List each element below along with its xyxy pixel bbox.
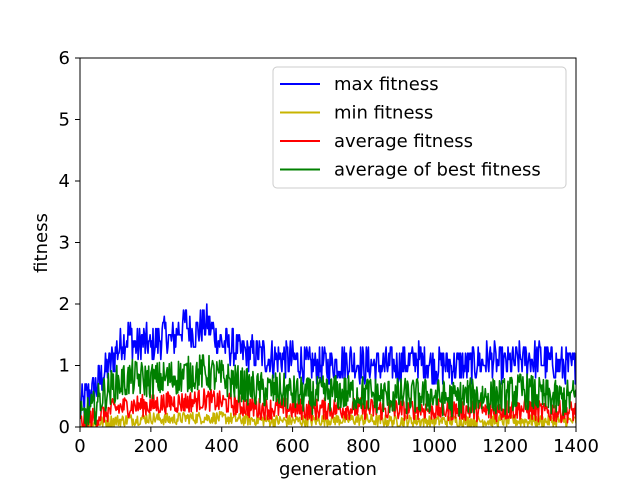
x-tick-label: 1000 bbox=[411, 436, 457, 457]
y-tick-label: 0 bbox=[59, 417, 70, 438]
legend-entry-label: average of best fitness bbox=[334, 160, 541, 181]
x-axis: 0 200 400 600 800 1000 1200 1400 bbox=[74, 427, 599, 457]
y-axis-label: fitness bbox=[31, 213, 52, 273]
y-tick-label: 5 bbox=[59, 110, 70, 131]
series-layer bbox=[80, 303, 576, 427]
legend-frame bbox=[272, 66, 567, 189]
x-tick-label: 200 bbox=[134, 436, 168, 457]
series-line-min-fitness bbox=[80, 410, 576, 427]
y-tick-label: 6 bbox=[59, 48, 70, 69]
y-tick-label: 2 bbox=[59, 294, 70, 315]
y-tick-label: 3 bbox=[59, 233, 70, 254]
series-line-max-fitness bbox=[80, 303, 576, 416]
legend-entry-label: min fitness bbox=[334, 103, 433, 124]
legend-entry-label: max fitness bbox=[334, 74, 439, 95]
series-line-average-of-best-fitness bbox=[80, 354, 576, 427]
y-tick-label: 4 bbox=[59, 171, 70, 192]
legend: max fitness min fitness average fitness ave… bbox=[272, 66, 567, 189]
x-tick-label: 1400 bbox=[553, 436, 599, 457]
x-tick-label: 400 bbox=[205, 436, 239, 457]
x-tick-label: 1200 bbox=[482, 436, 528, 457]
x-tick-label: 600 bbox=[275, 436, 309, 457]
x-tick-label: 800 bbox=[346, 436, 380, 457]
y-axis: 0 1 2 3 4 5 6 bbox=[59, 48, 80, 438]
x-tick-label: 0 bbox=[74, 436, 85, 457]
legend-entry-label: average fitness bbox=[334, 131, 473, 152]
x-axis-label: generation bbox=[279, 459, 377, 480]
y-tick-label: 1 bbox=[59, 356, 70, 377]
